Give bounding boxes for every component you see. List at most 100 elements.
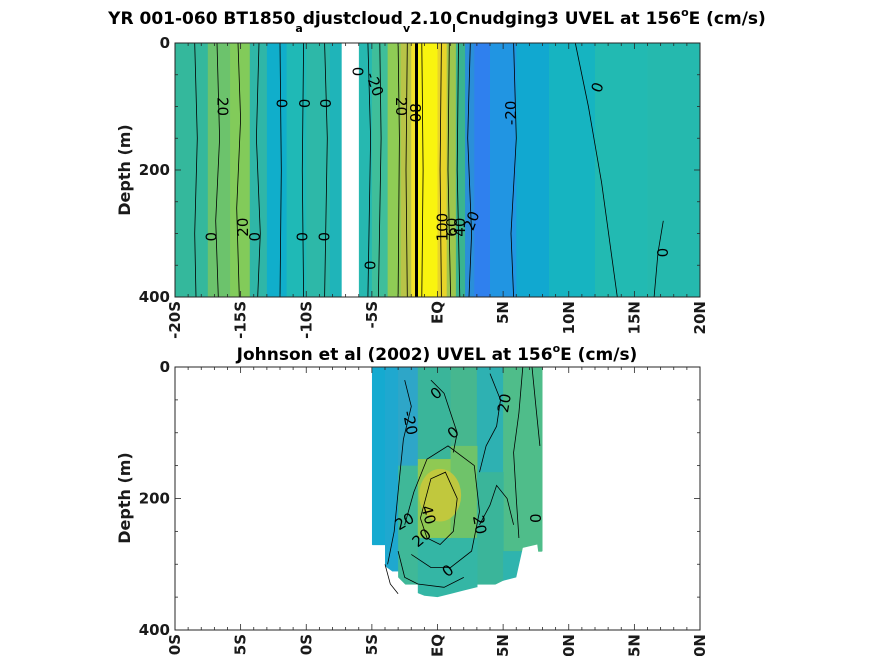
- contour-label-1: -20: [399, 409, 421, 436]
- field-band-18: [474, 43, 491, 297]
- y-tick-label: 400: [139, 621, 170, 639]
- contour-label-6: 0: [317, 99, 335, 109]
- y-tick-label: 200: [139, 161, 170, 179]
- x-tick-label: -10S: [297, 634, 315, 656]
- field-cell-6: [503, 367, 543, 552]
- field-cell-3: [417, 367, 452, 460]
- field-cell-12: [503, 551, 524, 582]
- field-cell-0: [371, 367, 386, 546]
- missing-data-top-gap: [341, 43, 359, 49]
- contour-label-2: 20: [234, 218, 252, 237]
- contour-line-6: [324, 43, 328, 297]
- contour-line-4: [513, 367, 524, 539]
- contour-line-3: [255, 43, 261, 297]
- field-band-16: [455, 43, 466, 297]
- field-band-17: [465, 43, 475, 297]
- field-band-21: [549, 43, 596, 297]
- field-cell-10: [476, 472, 504, 585]
- contour-line-9: [384, 564, 399, 595]
- x-tick-label: EQ: [429, 634, 447, 656]
- x-tick-label: -15S: [232, 301, 250, 339]
- field-cell-5: [476, 367, 504, 473]
- x-tick-label: 5N: [494, 634, 512, 656]
- field-band-7: [329, 43, 343, 297]
- contour-label-3: 20: [494, 392, 515, 414]
- contour-label-14: 100: [434, 213, 452, 242]
- y-tick-label: 200: [139, 490, 170, 508]
- contour-label-7: 0: [293, 232, 311, 242]
- contour-label-13: 80: [406, 103, 424, 122]
- contour-label-3: 0: [246, 232, 264, 242]
- bottom-contour-lines: [384, 367, 541, 595]
- bottom-velocity-field: [371, 367, 543, 598]
- x-tick-label: 5N: [494, 301, 512, 324]
- x-tick-label: 15N: [625, 634, 643, 656]
- contour-line-5: [420, 471, 458, 545]
- y-tick-label: 400: [139, 288, 170, 306]
- contour-label-8: 0: [527, 513, 545, 523]
- field-band-2: [230, 43, 251, 297]
- top-velocity-field: [175, 43, 700, 297]
- contour-label-12: 20: [392, 97, 410, 116]
- top-y-axis-label: Depth (m): [115, 124, 134, 216]
- contour-line-18: [653, 220, 664, 297]
- field-band-22: [595, 43, 649, 297]
- contour-label-18: -20: [502, 101, 520, 126]
- field-cell-4: [450, 367, 478, 447]
- contour-line-12: [439, 43, 442, 297]
- field-band-13: [416, 43, 439, 297]
- field-band-1: [207, 43, 231, 297]
- contour-label-0: 20: [213, 97, 231, 116]
- x-tick-label: -5S: [363, 301, 381, 328]
- contour-label-4: 40: [417, 503, 439, 526]
- contour-line-13: [447, 43, 451, 297]
- contour-label-8: 0: [316, 232, 334, 242]
- contour-label-11: 0: [362, 260, 380, 270]
- contour-line-17: [574, 43, 618, 297]
- top-panel-title: YR 001-060 BT1850adjustcloudv2.10lCnudgi…: [107, 6, 766, 35]
- field-band-23: [647, 43, 700, 297]
- contour-line-15: [467, 43, 473, 297]
- field-band-12: [411, 43, 418, 297]
- contour-line-8: [479, 484, 514, 525]
- contour-line-11: [421, 43, 424, 297]
- bottom-x-ticks: -20S -15S -10S -5S EQ 5N 10N 15N 20N: [166, 367, 709, 656]
- bottom-panel: Johnson et al (2002) UVEL at 156oE (cm/s…: [115, 342, 709, 656]
- contour-line-3: [531, 367, 541, 446]
- x-tick-label: -10S: [297, 301, 315, 339]
- contour-line-7: [367, 43, 372, 297]
- contour-label-9: 0: [348, 67, 366, 77]
- contour-line-14: [456, 43, 461, 297]
- x-tick-label: 15N: [625, 301, 643, 334]
- field-band-3: [249, 43, 268, 297]
- contour-label-5: 0: [296, 99, 314, 109]
- x-tick-label: -5S: [363, 634, 381, 656]
- contour-label-15: 60: [443, 218, 461, 237]
- y-tick-label: 0: [160, 358, 170, 376]
- contour-label-1: 0: [203, 232, 221, 242]
- contour-line-9: [397, 43, 400, 297]
- field-band-10: [387, 43, 402, 297]
- contour-line-1: [215, 43, 221, 297]
- contour-label-4: 0: [274, 99, 292, 109]
- contour-line-0: [387, 380, 412, 565]
- observation-field: [371, 367, 543, 598]
- x-tick-label: 10N: [560, 634, 578, 656]
- top-contour-lines: [194, 43, 664, 297]
- contour-line-1: [430, 379, 458, 453]
- field-band-19: [490, 43, 517, 297]
- contour-line-6: [404, 445, 480, 568]
- contour-line-5: [301, 43, 304, 297]
- contour-label-20: 0: [654, 248, 672, 258]
- x-tick-label: 20N: [691, 634, 709, 656]
- y-tick-label: 0: [160, 34, 170, 52]
- bottom-y-axis-label: Depth (m): [115, 452, 134, 544]
- x-tick-label: EQ: [429, 301, 447, 324]
- missing-data-gap: [341, 48, 359, 297]
- contour-label-17: 20: [460, 209, 483, 233]
- x-tick-label: 10N: [560, 301, 578, 334]
- contour-line-2: [479, 373, 501, 473]
